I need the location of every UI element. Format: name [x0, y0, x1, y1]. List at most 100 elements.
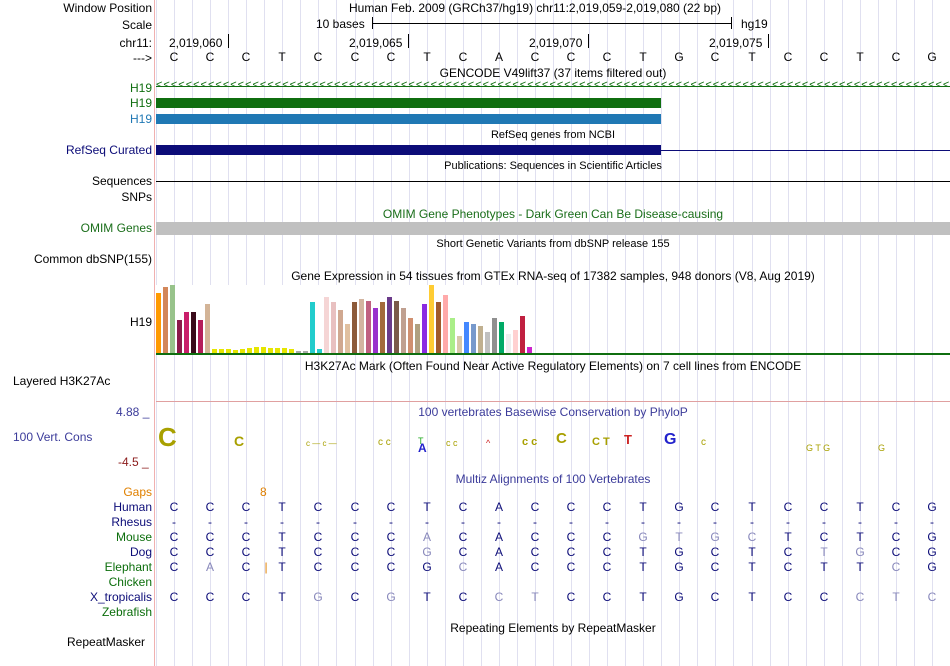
sequences-line[interactable] [156, 181, 950, 182]
gtex-tissue-bar[interactable] [233, 350, 238, 353]
gtex-tissue-bar[interactable] [324, 297, 329, 353]
gtex-gene-label[interactable]: H19 [129, 315, 152, 329]
gtex-tissue-bar[interactable] [310, 302, 315, 353]
species-label-zebrafish[interactable]: Zebrafish [101, 605, 152, 619]
gtex-tissue-bar[interactable] [275, 348, 280, 353]
species-label-dog[interactable]: Dog [129, 545, 152, 559]
gencode-gene-label-2[interactable]: H19 [129, 96, 152, 110]
gtex-track-title[interactable]: Gene Expression in 54 tissues from GTEx … [291, 269, 815, 283]
gtex-tissue-bar[interactable] [282, 348, 287, 353]
species-label-human[interactable]: Human [113, 500, 152, 514]
gtex-tissue-bar[interactable] [170, 285, 175, 353]
gtex-tissue-bar[interactable] [408, 318, 413, 353]
gencode-gene-label-3[interactable]: H19 [129, 112, 152, 126]
gtex-tissue-bar[interactable] [415, 324, 420, 353]
refseq-intron-line[interactable] [661, 150, 950, 151]
aligned-base: C [169, 560, 179, 574]
gtex-tissue-bar[interactable] [380, 302, 385, 353]
gtex-tissue-bar[interactable] [506, 334, 511, 353]
gtex-tissue-bar[interactable] [240, 349, 245, 353]
gtex-tissue-bar[interactable] [296, 351, 301, 353]
omim-label[interactable]: OMIM Genes [80, 221, 152, 235]
gtex-tissue-bar[interactable] [436, 302, 441, 353]
cons-track-title[interactable]: 100 vertebrates Basewise Conservation by… [418, 405, 688, 419]
tick-label-4: 2,019,075 [709, 36, 763, 50]
gtex-tissue-bar[interactable] [247, 348, 252, 353]
h3k27ac-label[interactable]: Layered H3K27Ac [13, 374, 111, 388]
gtex-tissue-bar[interactable] [422, 304, 427, 353]
gtex-tissue-bar[interactable] [373, 308, 378, 353]
gtex-tissue-bar[interactable] [485, 332, 490, 353]
gtex-tissue-bar[interactable] [191, 312, 196, 353]
gtex-tissue-bar[interactable] [527, 347, 532, 353]
gtex-tissue-bar[interactable] [499, 322, 504, 353]
gtex-tissue-bar[interactable] [352, 302, 357, 353]
gencode-track-title[interactable]: GENCODE V49lift37 (37 items filtered out… [439, 66, 667, 80]
gtex-tissue-bar[interactable] [177, 320, 182, 353]
gtex-tissue-bar[interactable] [366, 301, 371, 353]
gencode-exon-green[interactable] [156, 98, 661, 108]
cons-label[interactable]: 100 Vert. Cons [13, 430, 93, 444]
multiz-track-title[interactable]: Multiz Alignments of 100 Vertebrates [455, 472, 651, 486]
gtex-tissue-bar[interactable] [163, 287, 168, 353]
species-label-rhesus[interactable]: Rhesus [111, 515, 152, 529]
gtex-tissue-bar[interactable] [198, 320, 203, 353]
dbsnp-track-title[interactable]: Short Genetic Variants from dbSNP releas… [436, 238, 670, 250]
gtex-tissue-bar[interactable] [261, 347, 266, 353]
aligned-base: - [425, 515, 429, 529]
gtex-tissue-bar[interactable] [254, 347, 259, 353]
gtex-tissue-bar[interactable] [303, 351, 308, 353]
gtex-tissue-bar[interactable] [457, 336, 462, 353]
gtex-tissue-bar[interactable] [492, 318, 497, 353]
species-label-mouse[interactable]: Mouse [115, 530, 152, 544]
publications-track-title[interactable]: Publications: Sequences in Scientific Ar… [444, 160, 662, 172]
gencode-exon-blue[interactable] [156, 114, 661, 124]
gtex-tissue-bar[interactable] [226, 349, 231, 353]
gtex-tissue-bar[interactable] [478, 326, 483, 353]
species-label-elephant[interactable]: Elephant [104, 560, 152, 574]
gtex-tissue-bar[interactable] [289, 349, 294, 353]
gtex-tissue-bar[interactable] [359, 299, 364, 353]
aligned-base: C [386, 530, 396, 544]
gaps-label[interactable]: Gaps [123, 485, 152, 499]
gencode-gene-label-1[interactable]: H19 [129, 81, 152, 95]
refseq-exon[interactable] [156, 145, 661, 155]
species-label-x_tropicalis[interactable]: X_tropicalis [89, 590, 152, 604]
omim-track-title[interactable]: OMIM Gene Phenotypes - Dark Green Can Be… [382, 207, 724, 221]
gtex-tissue-bar[interactable] [401, 308, 406, 353]
gtex-tissue-bar[interactable] [471, 324, 476, 353]
refseq-label[interactable]: RefSeq Curated [65, 143, 152, 157]
gtex-tissue-bar[interactable] [520, 316, 525, 353]
species-label-chicken[interactable]: Chicken [108, 575, 152, 589]
refseq-track-title[interactable]: RefSeq genes from NCBI [490, 129, 616, 141]
gtex-tissue-bar[interactable] [513, 330, 518, 353]
repeatmasker-track-title[interactable]: Repeating Elements by RepeatMasker [450, 621, 656, 635]
gtex-tissue-bar[interactable] [387, 297, 392, 353]
omim-feature[interactable] [156, 222, 950, 235]
gtex-tissue-bar[interactable] [345, 324, 350, 353]
gtex-tissue-bar[interactable] [394, 301, 399, 353]
gtex-tissue-bar[interactable] [450, 318, 455, 353]
gtex-tissue-bar[interactable] [331, 302, 336, 353]
gtex-tissue-bar[interactable] [212, 349, 217, 353]
gtex-tissue-bar[interactable] [317, 349, 322, 353]
gtex-tissue-bar[interactable] [268, 348, 273, 353]
gtex-tissue-bar[interactable] [338, 310, 343, 353]
repeatmasker-label[interactable]: RepeatMasker [67, 635, 146, 649]
dbsnp-label[interactable]: Common dbSNP(155) [33, 252, 152, 266]
base-letter: C [169, 50, 179, 64]
h3k27ac-track-title[interactable]: H3K27Ac Mark (Often Found Near Active Re… [304, 359, 802, 373]
gencode-intron-line[interactable] [156, 86, 950, 87]
gtex-bar-chart[interactable] [156, 284, 536, 354]
snps-label[interactable]: SNPs [121, 190, 152, 204]
gtex-tissue-bar[interactable] [464, 322, 469, 353]
gtex-tissue-bar[interactable] [205, 304, 210, 353]
gtex-tissue-bar[interactable] [443, 295, 448, 353]
gtex-tissue-bar[interactable] [219, 349, 224, 353]
aligned-base: - [244, 515, 248, 529]
sequences-label[interactable]: Sequences [91, 174, 152, 188]
cons-logo[interactable]: C C c — c — c c A T c c ^ c c C C T T G … [156, 418, 950, 464]
gtex-tissue-bar[interactable] [156, 293, 161, 353]
gtex-tissue-bar[interactable] [184, 312, 189, 353]
gtex-tissue-bar[interactable] [429, 285, 434, 353]
